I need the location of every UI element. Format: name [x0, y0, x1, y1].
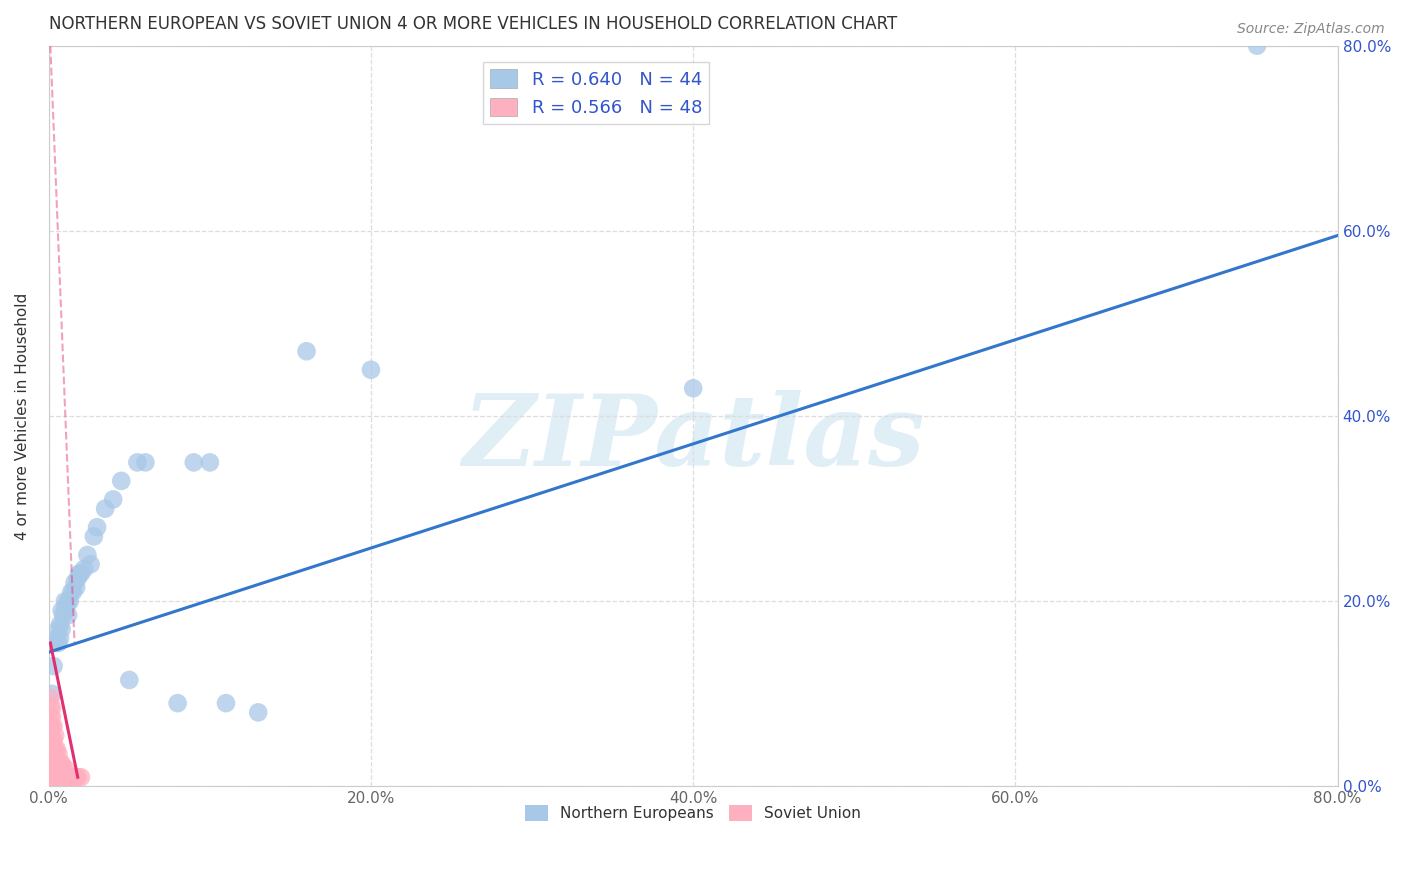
Point [62, 770, 84, 784]
Point [41, 770, 63, 784]
Point [59, 594, 82, 608]
Point [39, 729, 62, 743]
Point [42, 770, 65, 784]
Point [134, 455, 156, 469]
Point [76, 548, 98, 562]
Point [66, 770, 89, 784]
Point [79, 558, 101, 572]
Point [118, 673, 141, 687]
Point [56, 770, 79, 784]
Point [198, 455, 221, 469]
Point [45, 632, 67, 646]
Point [48, 761, 70, 775]
Point [86, 520, 108, 534]
Point [94, 501, 117, 516]
Point [52, 761, 75, 775]
Text: Source: ZipAtlas.com: Source: ZipAtlas.com [1237, 22, 1385, 37]
Point [65, 770, 87, 784]
Text: ZIPatlas: ZIPatlas [463, 390, 924, 486]
Point [44, 770, 66, 784]
Point [66, 571, 89, 585]
Point [45, 770, 67, 784]
Point [39, 710, 62, 724]
Point [110, 474, 132, 488]
Point [55, 770, 77, 784]
Point [41, 761, 63, 775]
Point [41, 687, 63, 701]
Point [247, 706, 270, 720]
Point [49, 770, 72, 784]
Point [51, 756, 73, 771]
Point [51, 770, 73, 784]
Point [295, 344, 318, 359]
Point [41, 710, 63, 724]
Point [42, 733, 65, 747]
Point [52, 608, 75, 623]
Point [42, 659, 65, 673]
Point [39, 742, 62, 756]
Point [183, 455, 205, 469]
Legend: Northern Europeans, Soviet Union: Northern Europeans, Soviet Union [519, 798, 868, 827]
Point [59, 770, 82, 784]
Point [39, 700, 62, 714]
Point [39, 719, 62, 733]
Point [48, 747, 70, 761]
Point [39, 761, 62, 775]
Point [41, 700, 63, 714]
Point [360, 363, 382, 377]
Point [60, 770, 83, 784]
Point [48, 770, 70, 784]
Point [49, 632, 72, 646]
Point [45, 742, 67, 756]
Point [70, 566, 93, 581]
Point [166, 696, 188, 710]
Point [45, 756, 67, 771]
Point [53, 594, 76, 608]
Point [44, 729, 66, 743]
Point [70, 770, 93, 784]
Point [52, 770, 75, 784]
Point [103, 492, 125, 507]
Point [215, 696, 238, 710]
Point [682, 381, 704, 395]
Point [53, 770, 76, 784]
Y-axis label: 4 or more Vehicles in Household: 4 or more Vehicles in Household [15, 293, 30, 540]
Point [44, 742, 66, 756]
Point [41, 733, 63, 747]
Point [53, 603, 76, 617]
Point [39, 752, 62, 766]
Point [42, 747, 65, 761]
Point [51, 603, 73, 617]
Point [60, 585, 83, 599]
Point [63, 575, 86, 590]
Point [53, 761, 76, 775]
Point [41, 719, 63, 733]
Point [67, 566, 90, 581]
Point [56, 608, 79, 623]
Point [73, 562, 96, 576]
Point [65, 581, 87, 595]
Point [63, 770, 86, 784]
Point [42, 719, 65, 733]
Point [44, 756, 66, 771]
Point [51, 622, 73, 636]
Point [39, 691, 62, 706]
Point [62, 585, 84, 599]
Point [1246, 38, 1268, 53]
Text: NORTHERN EUROPEAN VS SOVIET UNION 4 OR MORE VEHICLES IN HOUSEHOLD CORRELATION CH: NORTHERN EUROPEAN VS SOVIET UNION 4 OR M… [49, 15, 897, 33]
Point [127, 455, 149, 469]
Point [48, 622, 70, 636]
Point [48, 636, 70, 650]
Point [55, 599, 77, 613]
Point [44, 636, 66, 650]
Point [39, 770, 62, 784]
Point [42, 761, 65, 775]
Point [41, 752, 63, 766]
Point [56, 594, 79, 608]
Point [83, 529, 105, 543]
Point [49, 756, 72, 771]
Point [49, 617, 72, 632]
